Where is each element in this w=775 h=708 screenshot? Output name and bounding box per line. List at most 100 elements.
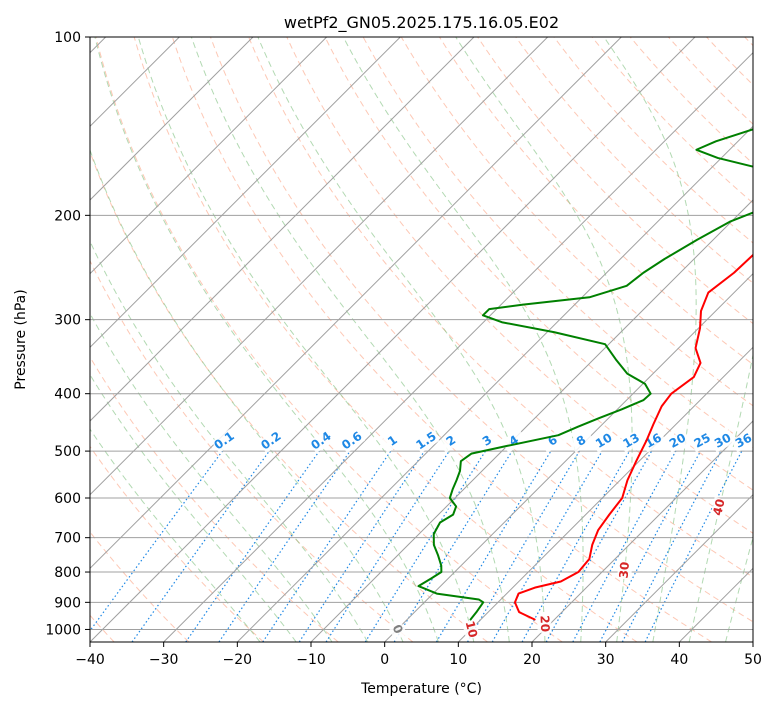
moist-adiabat-line (90, 148, 404, 642)
mixing-ratio-line (218, 450, 351, 642)
dry-adiabat-line (133, 37, 638, 642)
moist-adiabat-line (94, 37, 439, 642)
isotherm-line (90, 37, 622, 570)
dewpoint-profile-line (417, 128, 753, 621)
moist-adiabat-line (342, 37, 584, 642)
dry-adiabat-line (286, 37, 753, 534)
moist-adiabat-line (137, 37, 475, 642)
dry-adiabat-line (95, 37, 563, 642)
mixing-ratio-line (131, 450, 270, 642)
moist-adiabat-label-bg (616, 560, 633, 580)
dry-adiabat-line (248, 37, 753, 578)
mixing-ratio-line (298, 450, 425, 642)
mixing-ratio-label-bg (591, 429, 618, 453)
mixing-ratio-line (521, 450, 631, 642)
mixing-ratio-line (185, 450, 320, 642)
isotherm-line (384, 272, 753, 642)
isotherm-line (90, 37, 401, 349)
mixing-ratio-label-bg (379, 429, 406, 454)
mixing-ratio-line (325, 450, 450, 642)
isotherm-line (90, 37, 328, 275)
mixing-ratio-label: 36 (733, 431, 754, 451)
y-tick-label: 500 (54, 444, 81, 460)
x-tick-label: 30 (597, 652, 615, 668)
x-axis-title: Temperature (°C) (360, 681, 482, 697)
mixing-ratio-label-bg (640, 429, 667, 453)
moist-adiabat-line (90, 240, 369, 642)
moist-adiabat-label-bg (386, 618, 408, 641)
mixing-ratio-line (545, 450, 653, 642)
y-tick-label: 700 (54, 531, 81, 547)
mixing-ratio-label-bg (709, 429, 737, 453)
moist-adiabat-label: 40 (710, 497, 727, 516)
isotherm-line (90, 37, 549, 496)
y-axis: 100 200 300 400 500 600 700 800 900 1000 (45, 30, 90, 638)
dry-adiabat-line (171, 37, 712, 642)
mixing-ratio-label-bg (308, 429, 335, 454)
dry-adiabat-line (90, 445, 264, 642)
profile-series (417, 128, 753, 621)
y-tick-label: 1000 (45, 622, 81, 638)
mixing-ratio-label-bg (500, 429, 528, 453)
x-tick-label: 10 (449, 652, 467, 668)
y-tick-label: 600 (54, 491, 81, 507)
mixing-ratio-line (644, 450, 743, 642)
moist-adiabat-label: 10 (463, 619, 481, 639)
chart-title: wetPf2_GN05.2025.175.16.05.E02 (284, 13, 559, 33)
mixing-ratio-label-bg (664, 429, 691, 453)
dry-adiabat-line (90, 356, 339, 642)
moist-adiabat-line (190, 37, 510, 642)
isotherms (90, 37, 753, 642)
mixing-ratio-label-bg (568, 429, 595, 453)
mixing-ratio-line (90, 450, 223, 632)
x-tick-label: 0 (380, 652, 389, 668)
isotherm-line (163, 51, 753, 642)
isotherm-line (90, 37, 254, 201)
x-tick-label: −30 (149, 652, 179, 668)
mixing-ratio-label-bg (474, 429, 501, 453)
y-tick-label: 800 (54, 565, 81, 581)
x-tick-label: 40 (670, 652, 688, 668)
temperature-profile-line (513, 253, 753, 621)
mixing-ratio-label: 30 (712, 431, 733, 451)
mixing-ratio-lines (90, 450, 743, 642)
mixing-ratio-label-bg (730, 429, 753, 453)
mixing-ratio-label-bg (618, 429, 645, 453)
isotherm-line (90, 37, 475, 422)
moist-adiabat-line (90, 428, 261, 642)
x-tick-label: 50 (744, 652, 762, 668)
moist-adiabat-label-bg (461, 618, 480, 640)
mixing-ratio-label-bg (258, 429, 285, 454)
mixing-ratio-label-bg (689, 429, 716, 453)
plot-frame (89, 36, 754, 643)
moist-adiabat-label-bg (536, 614, 552, 633)
isotherm-line (605, 493, 753, 642)
dry-adiabat-line (90, 259, 414, 642)
dry-adiabat-line (515, 37, 753, 284)
x-tick-label: −40 (75, 652, 105, 668)
mixing-ratio-label-bg (438, 429, 465, 453)
mixing-ratio-line (572, 450, 677, 642)
y-axis-title: Pressure (hPa) (13, 289, 29, 389)
y-tick-label: 100 (54, 30, 81, 46)
y-tick-label: 300 (54, 313, 81, 329)
mixing-ratio-label-bg (211, 429, 238, 454)
y-tick-label: 400 (54, 387, 81, 403)
x-tick-label: −20 (223, 652, 253, 668)
moist-adiabat-line (603, 37, 697, 642)
dry-adiabat-line (324, 37, 753, 491)
isotherm-line (236, 125, 753, 642)
dry-adiabats (90, 37, 753, 642)
x-tick-label: −10 (296, 652, 326, 668)
y-tick-label: 900 (54, 595, 81, 611)
moist-adiabat-label: 20 (537, 615, 552, 632)
moist-adiabat-label-bg (710, 496, 729, 518)
moist-adiabat-line (688, 352, 753, 642)
x-axis: −40 −30 −20 −10 0 10 20 30 40 50 (75, 642, 762, 668)
plot-area: -100-90-80-70-60-50-40-30-20-10 01020304… (90, 37, 754, 642)
dry-adiabat-line (210, 37, 753, 623)
y-tick-label: 200 (54, 208, 81, 224)
